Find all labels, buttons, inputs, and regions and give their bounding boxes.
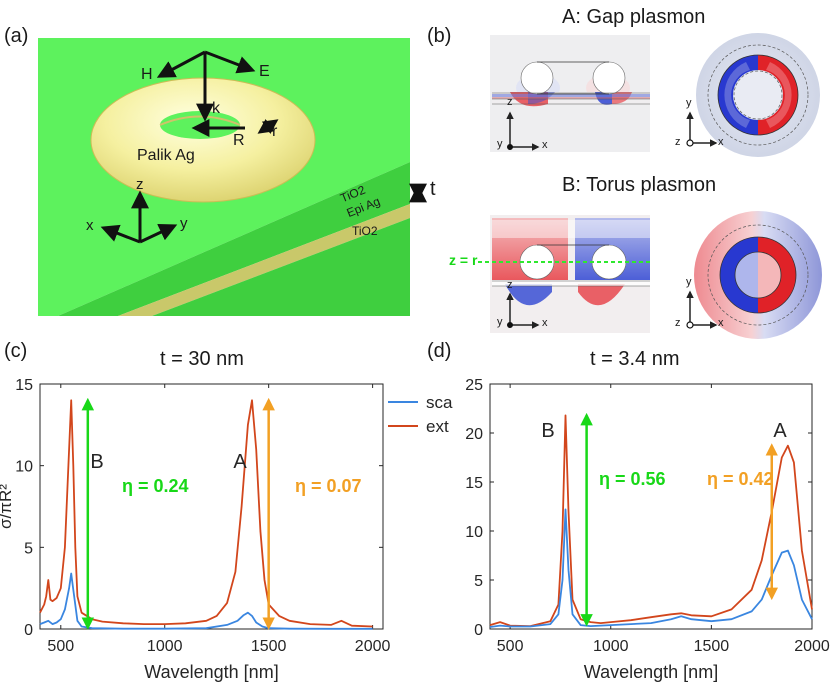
thickness-label: t xyxy=(430,178,436,200)
x-tick-label: 1000 xyxy=(147,638,183,655)
plot-d-title: t = 3.4 nm xyxy=(590,348,680,370)
y-tick-label: 10 xyxy=(465,524,483,541)
tio2-top-layer xyxy=(58,162,410,316)
mode-a-top-y-label: y xyxy=(686,97,692,109)
panel-label-a: (a) xyxy=(4,25,29,47)
schematic-z-label: z xyxy=(136,176,144,193)
eta-label-orange: η = 0.42 xyxy=(707,469,774,489)
plot-c: 0 5 10 15 500 1000 1500 2000 Wavelength [nm] σ/πR… xyxy=(0,377,470,682)
torus-hole xyxy=(160,111,240,139)
e-label: E xyxy=(259,63,270,80)
material-label: Palik Ag xyxy=(137,147,195,164)
x-axis-label: Wavelength [nm] xyxy=(144,662,278,682)
mode-b-top-view xyxy=(686,211,822,339)
schematic-y-axis xyxy=(139,223,178,244)
mode-b-cross-section xyxy=(478,215,652,333)
series-line-sca xyxy=(39,572,373,630)
y-tick-label: 15 xyxy=(15,377,33,394)
mode-b-y-label: y xyxy=(497,316,503,328)
legend-label-sca: sca xyxy=(426,393,453,412)
plot-frame xyxy=(39,383,384,630)
x-tick-label: 1500 xyxy=(251,638,287,655)
epi-ag-layer xyxy=(118,204,410,316)
eta-label-orange: η = 0.07 xyxy=(295,476,362,496)
legend-box xyxy=(386,388,470,436)
r-major-label: R xyxy=(233,132,245,149)
mode-b-top-y-label: y xyxy=(686,276,692,288)
y-tick-label: 0 xyxy=(474,622,483,639)
mode-b-title: B: Torus plasmon xyxy=(562,174,717,196)
torus xyxy=(90,77,316,203)
h-arrow xyxy=(156,50,206,78)
mode-a-top-z-label: z xyxy=(675,136,681,148)
x-tick-label: 2000 xyxy=(794,638,830,655)
mode-a-cross-section xyxy=(490,35,650,152)
y-tick-label: 5 xyxy=(474,573,483,590)
schematic-x-label: x xyxy=(86,217,94,234)
plot-c-title: t = 30 nm xyxy=(160,348,244,370)
r-minor-label: r xyxy=(272,123,278,140)
mode-a-z-label: z xyxy=(507,96,513,108)
panel-label-d: (d) xyxy=(427,340,452,362)
y-tick-label: 5 xyxy=(24,540,33,557)
y-axis-label: σ/πR² xyxy=(0,484,15,529)
eta-label-green: η = 0.56 xyxy=(599,469,666,489)
x-axis-label: Wavelength [nm] xyxy=(584,662,718,682)
z-equals-r-label: z = r xyxy=(449,252,478,268)
mode-b-z-label: z xyxy=(507,279,513,291)
peak-label-A: A xyxy=(233,451,247,473)
x-tick-label: 1500 xyxy=(694,638,730,655)
x-tick-label: 500 xyxy=(47,638,74,655)
x-tick-label: 2000 xyxy=(355,638,391,655)
peak-label-B: B xyxy=(90,451,103,473)
h-label: H xyxy=(141,66,153,83)
y-tick-label: 10 xyxy=(15,459,33,476)
plot-frame xyxy=(489,383,813,630)
series-line-ext xyxy=(39,399,373,628)
x-tick-label: 1000 xyxy=(593,638,629,655)
y-tick-label: 15 xyxy=(465,475,483,492)
peak-label-A: A xyxy=(773,420,787,442)
schematic-x-axis xyxy=(100,224,141,244)
mode-a-top-view xyxy=(686,33,820,157)
peak-label-B: B xyxy=(541,420,554,442)
schematic-y-label: y xyxy=(180,215,188,232)
plot-d: 0 5 10 15 20 25 500 1000 1500 2000 Wavelength [nm]… xyxy=(465,377,830,682)
mode-a-title: A: Gap plasmon xyxy=(562,6,706,28)
e-arrow xyxy=(204,50,256,74)
x-tick-label: 500 xyxy=(497,638,524,655)
tio2-bottom-layer xyxy=(152,218,410,316)
legend-label-ext: ext xyxy=(426,417,449,436)
y-tick-label: 25 xyxy=(465,377,483,394)
mode-b-top-z-label: z xyxy=(675,317,681,329)
panel-label-c: (c) xyxy=(4,340,28,362)
mode-a-top-x-label: x xyxy=(718,136,724,148)
mode-b-top-x-label: x xyxy=(718,317,724,329)
schematic-panel xyxy=(38,38,427,316)
eta-label-green: η = 0.24 xyxy=(122,476,189,496)
tio2-bottom-label: TiO2 xyxy=(352,224,378,238)
mode-b-x-label: x xyxy=(542,317,548,329)
panel-label-b: (b) xyxy=(427,25,452,47)
y-tick-label: 0 xyxy=(24,622,33,639)
k-label: k xyxy=(212,100,220,117)
minor-radius-arrow xyxy=(257,119,279,134)
mode-a-x-label: x xyxy=(542,139,548,151)
y-tick-label: 20 xyxy=(465,426,483,443)
mode-a-y-label: y xyxy=(497,138,503,150)
